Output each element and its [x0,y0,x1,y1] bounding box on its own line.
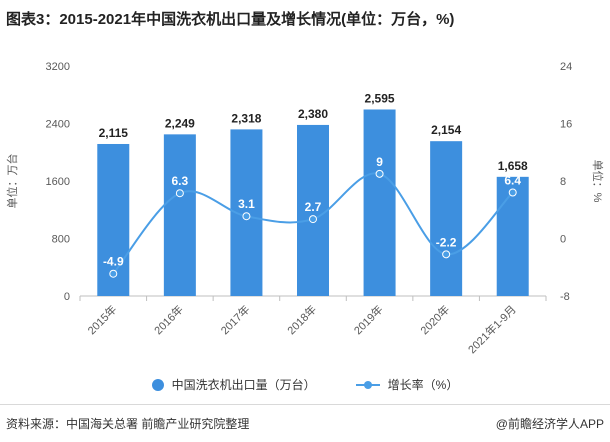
growth-point [175,189,184,198]
bar [297,124,329,296]
y-right-tick-label: 24 [560,61,572,73]
x-tick-label: 2018年 [284,302,319,337]
y-left-tick-label: 3200 [46,61,70,73]
bar-value-label: 2,154 [431,123,461,137]
bar [496,176,529,296]
legend-line-label: 增长率（%） [387,378,459,392]
legend: 中国洗衣机出口量（万台） 增长率（%） [0,376,610,393]
y-left-tick-label: 800 [52,234,70,246]
y-left-tick-label: 1600 [46,176,70,188]
legend-item-line[interactable]: 增长率（%） [355,376,459,393]
growth-value-label: 9 [376,155,383,169]
legend-line-swatch [355,379,380,391]
legend-bar-swatch [151,378,164,391]
bar [430,141,463,296]
growth-point [109,269,118,278]
source-note: 资料来源：中国海关总署 前瞻产业研究院整理 [6,417,250,431]
x-tick-label: 2015年 [84,302,119,337]
growth-value-label: 3.1 [238,197,255,211]
y-right-tick-label: 0 [560,234,566,246]
bar [163,134,196,296]
growth-point [242,212,251,221]
growth-line [109,169,517,278]
growth-value-label: 6.3 [172,174,189,188]
bar-value-label: 2,249 [165,116,195,130]
bar-value-label: 1,658 [498,159,528,173]
growth-value-label: 2.7 [305,200,322,214]
y-left-axis-label: 单位：万台 [5,154,19,209]
bars [97,109,529,296]
growth-point [442,250,451,259]
x-tick-label: 2020年 [417,302,452,337]
data-labels: 2,115 2,249 2,318 2,380 2,595 2,154 1,658 -4.9 6… [99,91,528,268]
x-tick-label: 2019年 [351,302,386,337]
growth-value-label: -2.2 [436,235,457,249]
bar-value-label: 2,380 [298,107,328,121]
bar-value-label: 2,318 [231,111,261,125]
bar [363,109,396,296]
x-tick-label: 2021年1-9月 [465,302,519,356]
y-right-tick-label: 8 [560,176,566,188]
bar-value-label: 2,115 [99,126,129,140]
footer: 资料来源：中国海关总署 前瞻产业研究院整理 @前瞻经济学人APP [0,404,610,442]
growth-point [508,188,517,197]
brand-credit: @前瞻经济学人APP [495,417,604,431]
legend-item-bar[interactable]: 中国洗衣机出口量（万台） [151,376,316,393]
growth-point [309,215,317,224]
chart-title: 图表3：2015-2021年中国洗衣机出口量及增长情况(单位：万台，%) [6,11,455,28]
growth-value-label: -4.9 [103,255,124,269]
y-right-tick-label: 16 [560,119,572,131]
growth-value-label: 6.4 [504,174,521,188]
bar-value-label: 2,595 [365,91,395,105]
growth-point [375,169,384,178]
x-tick-label: 2016年 [151,302,186,337]
y-left-tick-label: 0 [64,291,70,303]
y-right-axis-label: 单位：% [591,160,605,203]
x-tick-label: 2017年 [218,302,253,337]
chart-canvas: 0 800 1600 2400 3200 -8 0 8 16 24 单位：万台 单位：% 2015年 20… [5,61,605,356]
legend-bar-label: 中国洗衣机出口量（万台） [171,378,316,392]
y-left-tick-label: 2400 [46,119,70,131]
y-right-tick-label: -8 [560,291,570,303]
